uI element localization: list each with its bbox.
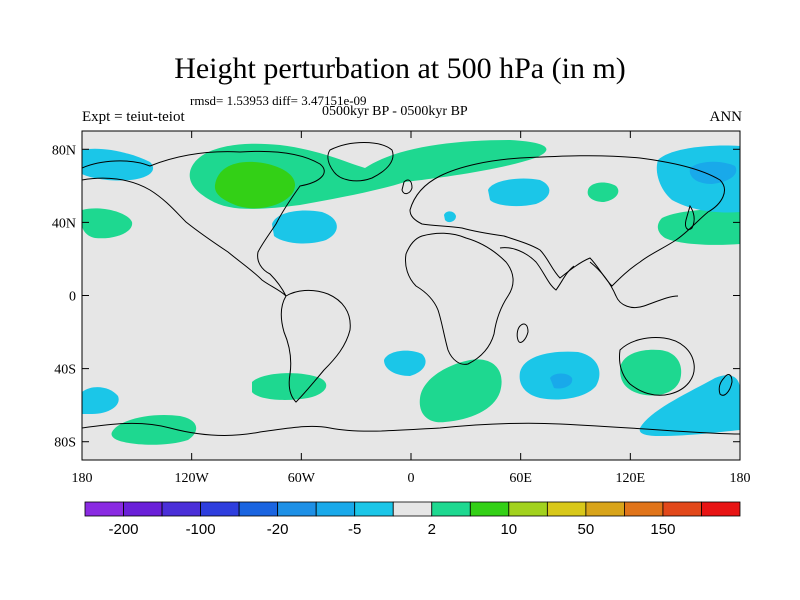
contour-negative-us-east — [272, 210, 337, 244]
lon-tick-label: 120W — [175, 471, 210, 486]
coastline-arabia-india — [499, 247, 575, 291]
season-label: ANN — [709, 109, 743, 125]
colorbar-swatch — [277, 501, 317, 517]
colorbar-swatch — [354, 501, 394, 517]
coastline-british-isles — [401, 179, 413, 195]
colorbar-swatch — [392, 501, 433, 517]
colorbar: -200 -100 -20 -5 2 10 50 150 — [84, 501, 741, 538]
contour-negative-southern-indian-core — [550, 373, 573, 389]
anomaly-contours — [82, 140, 740, 445]
colorbar-swatch — [238, 501, 279, 517]
colorbar-swatch — [701, 501, 741, 517]
coastlines — [82, 142, 740, 436]
lat-tick-label: 40N — [52, 216, 76, 231]
colorbar-label: 10 — [500, 521, 517, 538]
lat-tick-label: 40S — [54, 363, 76, 378]
contour-positive-canada-core — [214, 161, 295, 209]
contour-positive-australia — [620, 349, 682, 396]
contour-positive-south-africa — [419, 359, 502, 423]
coastline-eurasia — [409, 155, 725, 287]
axis-ticks: 80N 40N 0 40S 80S 180 120W 60W 0 60E 120E 180 — [52, 131, 751, 486]
map-background — [82, 131, 740, 460]
colorbar-swatch — [315, 501, 356, 517]
coastline-japan — [685, 204, 695, 231]
contour-negative-south-atlantic — [384, 350, 426, 376]
coastline-south-america — [280, 289, 351, 403]
lat-tick-label: 80S — [54, 436, 76, 451]
lat-tick-label: 0 — [69, 290, 76, 305]
lat-tick-label: 80N — [52, 143, 76, 158]
colorbar-swatch — [431, 501, 471, 517]
colorbar-label: 50 — [578, 521, 595, 538]
colorbar-label: -200 — [109, 521, 139, 538]
contour-negative-south-pacific-east — [82, 387, 119, 414]
colorbar-swatch — [200, 501, 240, 517]
colorbar-label: -5 — [348, 521, 361, 538]
colorbar-swatch — [84, 501, 124, 517]
lon-tick-label: 180 — [72, 471, 93, 486]
contour-positive-north-pacific-west — [82, 208, 133, 239]
contour-positive-north-pacific-east — [657, 209, 740, 245]
contour-negative-alaska — [82, 148, 154, 181]
colorbar-label: 2 — [428, 521, 436, 538]
contour-negative-new-zealand — [639, 375, 740, 436]
colorbar-swatch — [123, 501, 163, 517]
period-label: 0500kyr BP - 0500kyr BP — [322, 104, 468, 119]
colorbar-label: -20 — [267, 521, 289, 538]
colorbar-swatch — [624, 501, 664, 517]
lon-tick-label: 180 — [730, 471, 751, 486]
coastline-greenland — [327, 142, 394, 182]
colorbar-swatch — [585, 501, 625, 517]
coastline-africa — [405, 232, 514, 365]
coastline-north-america — [82, 150, 325, 297]
coastline-antarctica — [82, 422, 740, 436]
lon-tick-label: 60E — [509, 471, 532, 486]
contour-positive-south-pacific — [111, 414, 197, 445]
contour-negative-mediterranean — [444, 211, 456, 223]
colorbar-label: 150 — [650, 521, 675, 538]
lon-tick-label: 0 — [408, 471, 415, 486]
colorbar-label: -100 — [186, 521, 216, 538]
lon-tick-label: 60W — [288, 471, 316, 486]
coastline-australia — [619, 337, 695, 396]
contour-negative-siberia-core — [689, 161, 737, 184]
contour-positive-central-asia — [587, 182, 619, 202]
coastline-madagascar — [516, 323, 529, 343]
contour-negative-north-atlantic-east — [488, 178, 550, 207]
stats-label: rmsd= 1.53953 diff= 3.47151e-09 — [190, 93, 367, 108]
colorbar-swatch — [508, 501, 548, 517]
map-title: Height perturbation at 500 hPa (in m) — [174, 52, 626, 85]
lon-tick-label: 120E — [616, 471, 646, 486]
coastline-southeast-asia — [589, 261, 679, 309]
colorbar-swatch — [469, 501, 510, 517]
coastline-new-zealand — [718, 374, 733, 396]
colorbar-swatch — [662, 501, 702, 517]
colorbar-swatch — [546, 501, 587, 517]
experiment-label: Expt = teiut-teiot — [82, 109, 185, 125]
colorbar-swatch — [161, 501, 201, 517]
